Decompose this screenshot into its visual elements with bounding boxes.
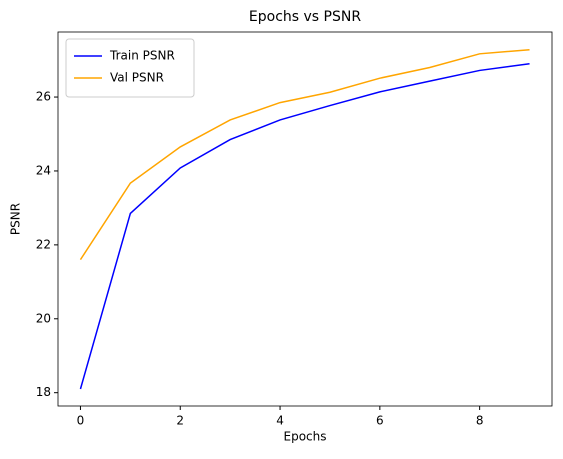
- y-tick-label: 18: [36, 385, 51, 399]
- chart-title: Epochs vs PSNR: [249, 9, 361, 25]
- x-tick-label: 6: [376, 414, 384, 428]
- x-tick-label: 4: [276, 414, 284, 428]
- legend-box: [65, 38, 195, 98]
- x-tick-label: 2: [176, 414, 184, 428]
- x-tick-label: 8: [476, 414, 484, 428]
- series-line: [79, 63, 530, 390]
- y-tick-label: 20: [36, 311, 51, 325]
- plot-frame: [57, 31, 553, 407]
- x-axis-label: Epochs: [284, 430, 327, 444]
- y-tick-label: 24: [36, 163, 51, 177]
- x-tick-label: 0: [77, 414, 85, 428]
- y-tick-label: 26: [36, 90, 51, 104]
- series-line: [79, 48, 530, 261]
- y-axis-label: PSNR: [9, 203, 23, 235]
- legend-label: Val PSNR: [110, 71, 164, 85]
- y-tick-label: 22: [36, 237, 51, 251]
- legend-label: Train PSNR: [109, 49, 175, 63]
